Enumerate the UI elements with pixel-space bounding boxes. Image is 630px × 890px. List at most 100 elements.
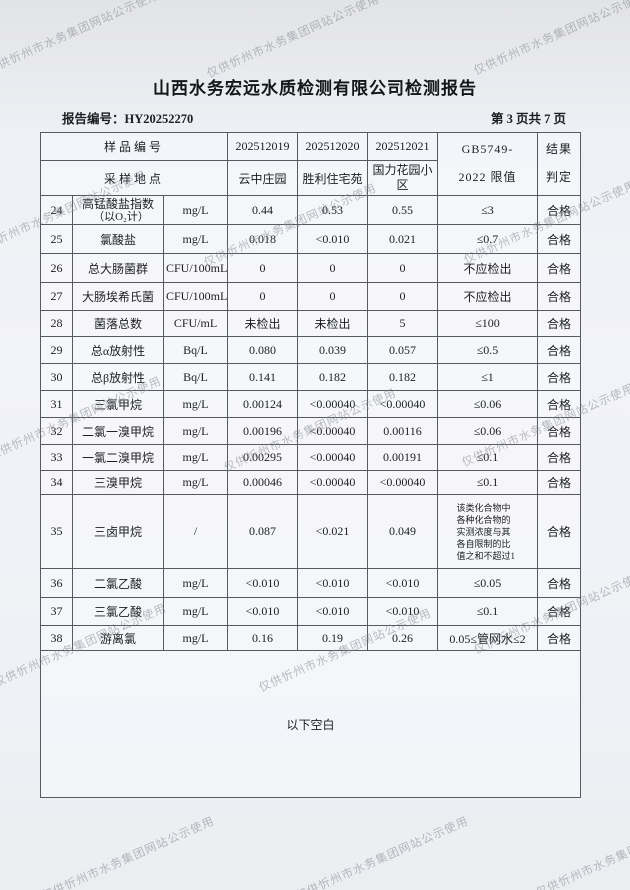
param-name: 总α放射性 [72, 336, 164, 364]
blank-note: 以下空白 [40, 650, 581, 798]
watermark-text: 仅供忻州市水务集团网站公示使用 [205, 0, 382, 81]
location-3: 国力花园小区 [367, 160, 438, 196]
value-2: 0 [297, 282, 368, 311]
value-2: <0.00040 [297, 444, 368, 471]
verdict: 合格 [537, 444, 581, 471]
value-1: 未检出 [227, 310, 298, 337]
value-3: <0.010 [367, 568, 438, 598]
value-3: 0.021 [367, 224, 438, 254]
row-no: 28 [40, 310, 73, 337]
value-3: 0.00116 [367, 417, 438, 445]
verdict: 合格 [537, 390, 581, 418]
table-row-29: 29 总α放射性 Bq/L 0.080 0.039 0.057 ≤0.5 合格 [40, 336, 581, 364]
limit-header-line1: GB5749- [461, 142, 514, 157]
row-no: 24 [40, 195, 73, 225]
header-row-sample-no: 样品编号 202512019 202512020 202512021 GB574… [40, 132, 581, 196]
limit: ≤0.1 [437, 470, 538, 495]
value-2: <0.00040 [297, 470, 368, 495]
value-2: 0.182 [297, 363, 368, 391]
limit: ≤3 [437, 195, 538, 225]
param-name: 三氯乙酸 [72, 597, 164, 626]
param-name: 高锰酸盐指数 （以O₂计） [72, 195, 164, 225]
report-meta: 报告编号：HY20252270 第 3 页共 7 页 [62, 108, 566, 127]
limit: ≤0.5 [437, 336, 538, 364]
location-header: 采样地点 [40, 160, 228, 196]
unit: mg/L [163, 224, 228, 254]
value-1: 0.018 [227, 224, 298, 254]
value-2: <0.00040 [297, 390, 368, 418]
header-row-location: 采样地点 云中庄园 胜利住宅苑 国力花园小区 [40, 160, 581, 196]
sample-no-2: 202512020 [297, 132, 368, 161]
row-no: 29 [40, 336, 73, 364]
watermark-text: 仅供忻州市水务集团网站公示使用 [294, 815, 471, 890]
watermark-text: 仅供忻州市水务集团网站公示使用 [40, 815, 217, 890]
limit: ≤0.06 [437, 390, 538, 418]
watermark-text: 仅供忻州市水务集团网站公示使用 [534, 812, 630, 890]
result-header: 结果 判定 [537, 132, 581, 196]
unit: Bq/L [163, 336, 228, 364]
param-name: 三溴甲烷 [72, 470, 164, 495]
limit: ≤0.06 [437, 417, 538, 445]
unit: mg/L [163, 470, 228, 495]
results-table: 样品编号 202512019 202512020 202512021 GB574… [40, 132, 581, 798]
verdict: 合格 [537, 224, 581, 254]
row-no: 26 [40, 253, 73, 283]
value-3: <0.00040 [367, 390, 438, 418]
value-2: <0.00040 [297, 417, 368, 445]
value-2: <0.021 [297, 494, 368, 569]
verdict: 合格 [537, 253, 581, 283]
table-row-24: 24 高锰酸盐指数 （以O₂计） mg/L 0.44 0.53 0.55 ≤3 合… [40, 195, 581, 225]
row-no: 25 [40, 224, 73, 254]
unit: Bq/L [163, 363, 228, 391]
value-1: 0.087 [227, 494, 298, 569]
value-3: 0.049 [367, 494, 438, 569]
report-number-value: HY20252270 [124, 112, 194, 126]
location-1: 云中庄园 [227, 160, 298, 196]
verdict: 合格 [537, 310, 581, 337]
limit: 该类化合物中各种化合物的实测浓度与其各自限制的比值之和不超过1 [437, 494, 538, 569]
table-row-blank: 以下空白 [40, 650, 581, 798]
verdict: 合格 [537, 363, 581, 391]
param-name: 氯酸盐 [72, 224, 164, 254]
param-name: 大肠埃希氏菌 [72, 282, 164, 311]
row-no: 30 [40, 363, 73, 391]
table-row-34: 34 三溴甲烷 mg/L 0.00046 <0.00040 <0.00040 ≤… [40, 470, 581, 495]
unit: CFU/mL [163, 310, 228, 337]
value-3: 0.55 [367, 195, 438, 225]
param-name: 一氯二溴甲烷 [72, 444, 164, 471]
value-2: 未检出 [297, 310, 368, 337]
param-name: 总大肠菌群 [72, 253, 164, 283]
value-2: 0 [297, 253, 368, 283]
value-1: 0 [227, 253, 298, 283]
result-header-line1: 结果 [545, 142, 572, 157]
limit: 不应检出 [437, 282, 538, 311]
page-title: 山西水务宏远水质检测有限公司检测报告 [153, 79, 477, 98]
page-indicator: 第 3 页共 7 页 [490, 112, 566, 126]
table-row-26: 26 总大肠菌群 CFU/100mL 0 0 0 不应检出 合格 [40, 253, 581, 283]
value-2: <0.010 [297, 224, 368, 254]
row-no: 31 [40, 390, 73, 418]
unit: CFU/100mL [163, 282, 228, 311]
value-3: <0.010 [367, 597, 438, 626]
result-header-line2: 判定 [545, 170, 572, 184]
param-name: 菌落总数 [72, 310, 164, 337]
sample-no-3: 202512021 [367, 132, 438, 161]
value-2: 0.039 [297, 336, 368, 364]
watermark-text: 仅供忻州市水务集团网站公示使用 [472, 0, 630, 78]
limit: ≤0.1 [437, 597, 538, 626]
report-number-label: 报告编号： [62, 112, 125, 126]
unit: mg/L [163, 568, 228, 598]
table-row-25: 25 氯酸盐 mg/L 0.018 <0.010 0.021 ≤0.7 合格 [40, 224, 581, 254]
row-no: 33 [40, 444, 73, 471]
unit: mg/L [163, 625, 228, 651]
table-row-35: 35 三卤甲烷 / 0.087 <0.021 0.049 该类化合物中各种化合物… [40, 494, 581, 569]
verdict: 合格 [537, 568, 581, 598]
verdict: 合格 [537, 625, 581, 651]
limit: ≤1 [437, 363, 538, 391]
row-no: 32 [40, 417, 73, 445]
table-row-37: 37 三氯乙酸 mg/L <0.010 <0.010 <0.010 ≤0.1 合… [40, 597, 581, 626]
limit: ≤0.7 [437, 224, 538, 254]
value-1: 0.141 [227, 363, 298, 391]
verdict: 合格 [537, 417, 581, 445]
location-2: 胜利住宅苑 [297, 160, 368, 196]
